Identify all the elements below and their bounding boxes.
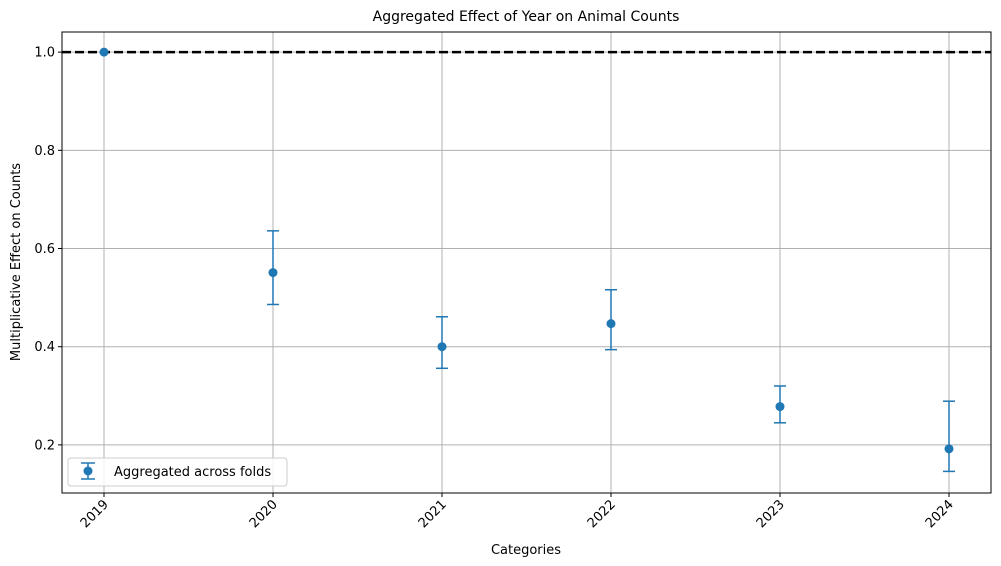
plot-area [62,32,991,493]
legend-box [67,457,288,487]
legend-marker-icon [83,466,93,476]
chart-title: Aggregated Effect of Year on Animal Coun… [373,9,680,25]
data-point [606,319,616,329]
y-tick-label: 1.0 [34,46,55,61]
x-axis-label: Categories [491,543,561,558]
y-axis-label: Multiplicative Effect on Counts [9,163,24,361]
data-point [775,402,785,412]
plot-frame [61,31,992,494]
data-point [944,444,954,454]
y-tick-label: 0.4 [34,340,55,355]
y-tick-label: 0.6 [34,242,55,257]
y-tick-label: 0.2 [34,438,55,453]
data-series [99,47,955,473]
legend: Aggregated across folds [67,457,288,487]
data-point [437,342,447,352]
legend-label: Aggregated across folds [114,465,271,480]
data-point [99,47,109,57]
y-tick-label: 0.8 [34,144,55,159]
data-point [268,268,278,278]
